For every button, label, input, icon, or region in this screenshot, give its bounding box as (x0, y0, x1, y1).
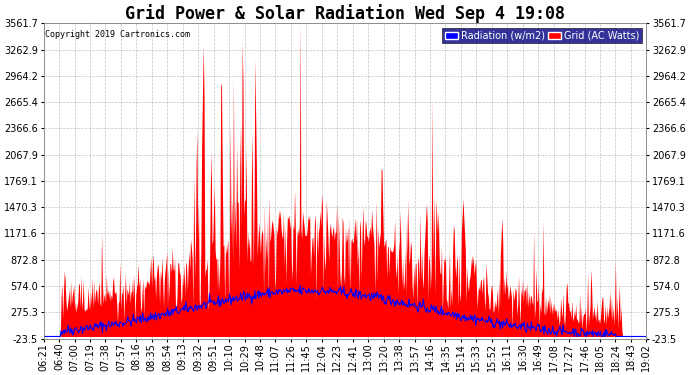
Title: Grid Power & Solar Radiation Wed Sep 4 19:08: Grid Power & Solar Radiation Wed Sep 4 1… (125, 4, 565, 23)
Text: Copyright 2019 Cartronics.com: Copyright 2019 Cartronics.com (45, 30, 190, 39)
Legend: Radiation (w/m2), Grid (AC Watts): Radiation (w/m2), Grid (AC Watts) (442, 28, 642, 43)
